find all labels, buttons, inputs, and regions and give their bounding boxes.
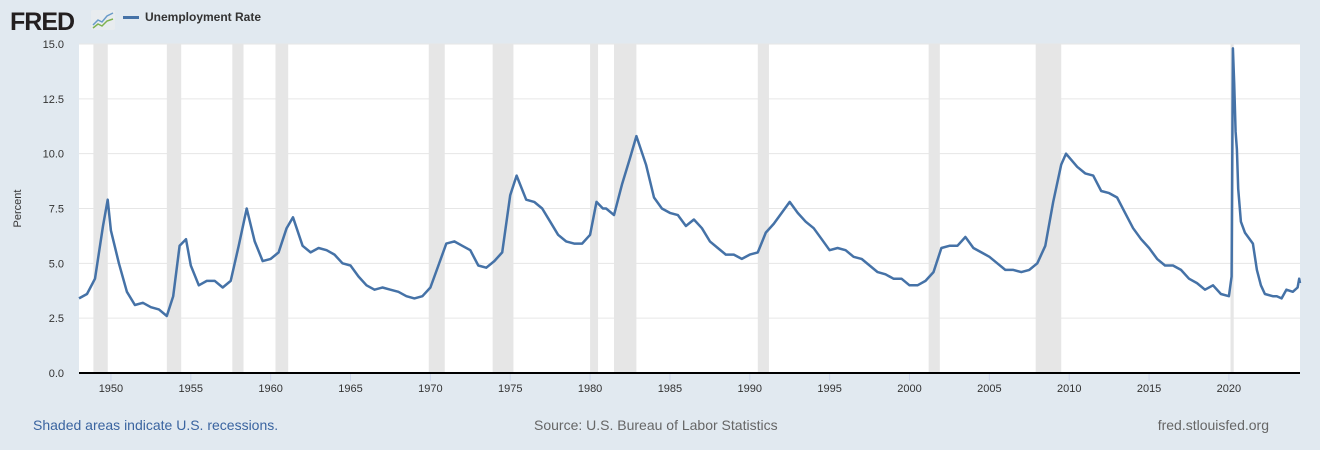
y-tick-label: 5.0 — [49, 258, 64, 270]
legend-label: Unemployment Rate — [145, 10, 262, 24]
x-tick-label: 1950 — [99, 383, 123, 395]
x-tick-label: 2020 — [1217, 383, 1241, 395]
legend-swatch — [123, 15, 139, 19]
chart-legend: Unemployment Rate — [123, 10, 261, 24]
x-tick-label: 1965 — [338, 383, 362, 395]
y-axis-label: Percent — [12, 190, 24, 228]
line-chart-icon — [91, 10, 115, 30]
y-tick-label: 15.0 — [43, 39, 64, 51]
x-tick-label: 1990 — [738, 383, 762, 395]
x-tick-label: 1960 — [258, 383, 282, 395]
y-tick-label: 12.5 — [43, 94, 64, 106]
source-text: Source: U.S. Bureau of Labor Statistics — [534, 417, 778, 433]
x-tick-label: 2015 — [1137, 383, 1161, 395]
x-tick-label: 1995 — [817, 383, 841, 395]
y-tick-label: 10.0 — [43, 149, 64, 161]
x-tick-label: 2000 — [897, 383, 921, 395]
series-line — [78, 47, 1302, 318]
site-link[interactable]: fred.stlouisfed.org — [1157, 417, 1269, 433]
y-tick-label: 0.0 — [49, 368, 64, 380]
y-tick-label: 2.5 — [49, 313, 64, 325]
x-tick-label: 1980 — [578, 383, 602, 395]
x-tick-label: 1985 — [658, 383, 682, 395]
x-tick-label: 2005 — [977, 383, 1001, 395]
x-tick-label: 2010 — [1057, 383, 1081, 395]
x-tick-label: 1975 — [498, 383, 522, 395]
recession-note-link[interactable]: Shaded areas indicate U.S. recessions. — [33, 417, 279, 433]
y-tick-label: 7.5 — [49, 204, 64, 216]
fred-logo[interactable]: FRED — [10, 8, 75, 36]
x-tick-label: 1970 — [418, 383, 442, 395]
x-tick-label: 1955 — [179, 383, 203, 395]
